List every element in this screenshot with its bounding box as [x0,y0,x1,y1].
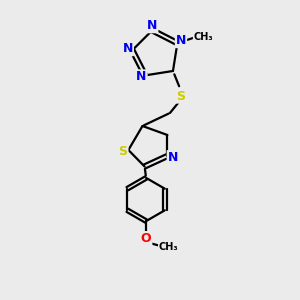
Text: CH₃: CH₃ [159,242,178,252]
Text: O: O [141,232,152,245]
Text: N: N [136,70,147,83]
Text: N: N [176,34,186,47]
Text: S: S [118,145,127,158]
Text: S: S [177,90,186,103]
Text: N: N [147,19,158,32]
Text: N: N [123,42,133,55]
Text: N: N [168,151,178,164]
Text: CH₃: CH₃ [194,32,213,42]
